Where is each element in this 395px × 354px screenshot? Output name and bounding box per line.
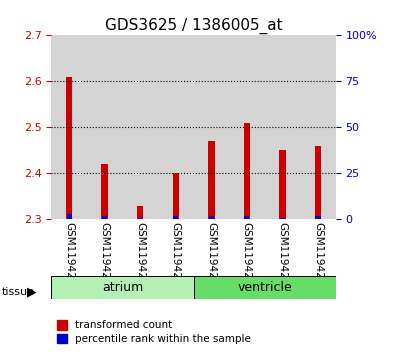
Bar (66, 77, 72, 219)
Title: GDS3625 / 1386005_at: GDS3625 / 1386005_at (105, 18, 282, 34)
Bar (300, 35, 336, 219)
Bar (315, 146, 321, 219)
Bar (280, 218, 285, 219)
Bar (265, 35, 300, 219)
Bar (245, 216, 249, 219)
Text: GSM119425: GSM119425 (171, 222, 181, 286)
Bar (316, 216, 320, 219)
Bar (51, 35, 87, 219)
Text: atrium: atrium (102, 281, 143, 294)
Text: GSM119429: GSM119429 (313, 222, 323, 286)
Bar (194, 35, 229, 219)
Text: ▶: ▶ (27, 286, 36, 298)
Text: GSM119426: GSM119426 (206, 222, 216, 286)
Bar (208, 141, 214, 219)
Text: GSM119424: GSM119424 (135, 222, 145, 286)
Text: ventricle: ventricle (237, 281, 292, 294)
FancyBboxPatch shape (194, 276, 336, 299)
Text: tissue: tissue (2, 287, 35, 297)
FancyBboxPatch shape (51, 276, 194, 299)
Bar (209, 216, 214, 219)
Text: GSM119422: GSM119422 (64, 222, 74, 286)
Bar (122, 35, 158, 219)
Text: GSM119428: GSM119428 (277, 222, 288, 286)
Bar (102, 216, 107, 219)
Bar (138, 218, 143, 219)
Text: GSM119423: GSM119423 (100, 222, 110, 286)
Bar (158, 35, 194, 219)
Bar (67, 214, 71, 219)
Bar (173, 173, 179, 219)
Bar (173, 216, 178, 219)
Bar (87, 35, 122, 219)
Bar (102, 164, 108, 219)
Bar (244, 123, 250, 219)
Legend: transformed count, percentile rank within the sample: transformed count, percentile rank withi… (56, 320, 251, 344)
Bar (279, 150, 286, 219)
Text: GSM119427: GSM119427 (242, 222, 252, 286)
Bar (137, 206, 143, 219)
Bar (229, 35, 265, 219)
